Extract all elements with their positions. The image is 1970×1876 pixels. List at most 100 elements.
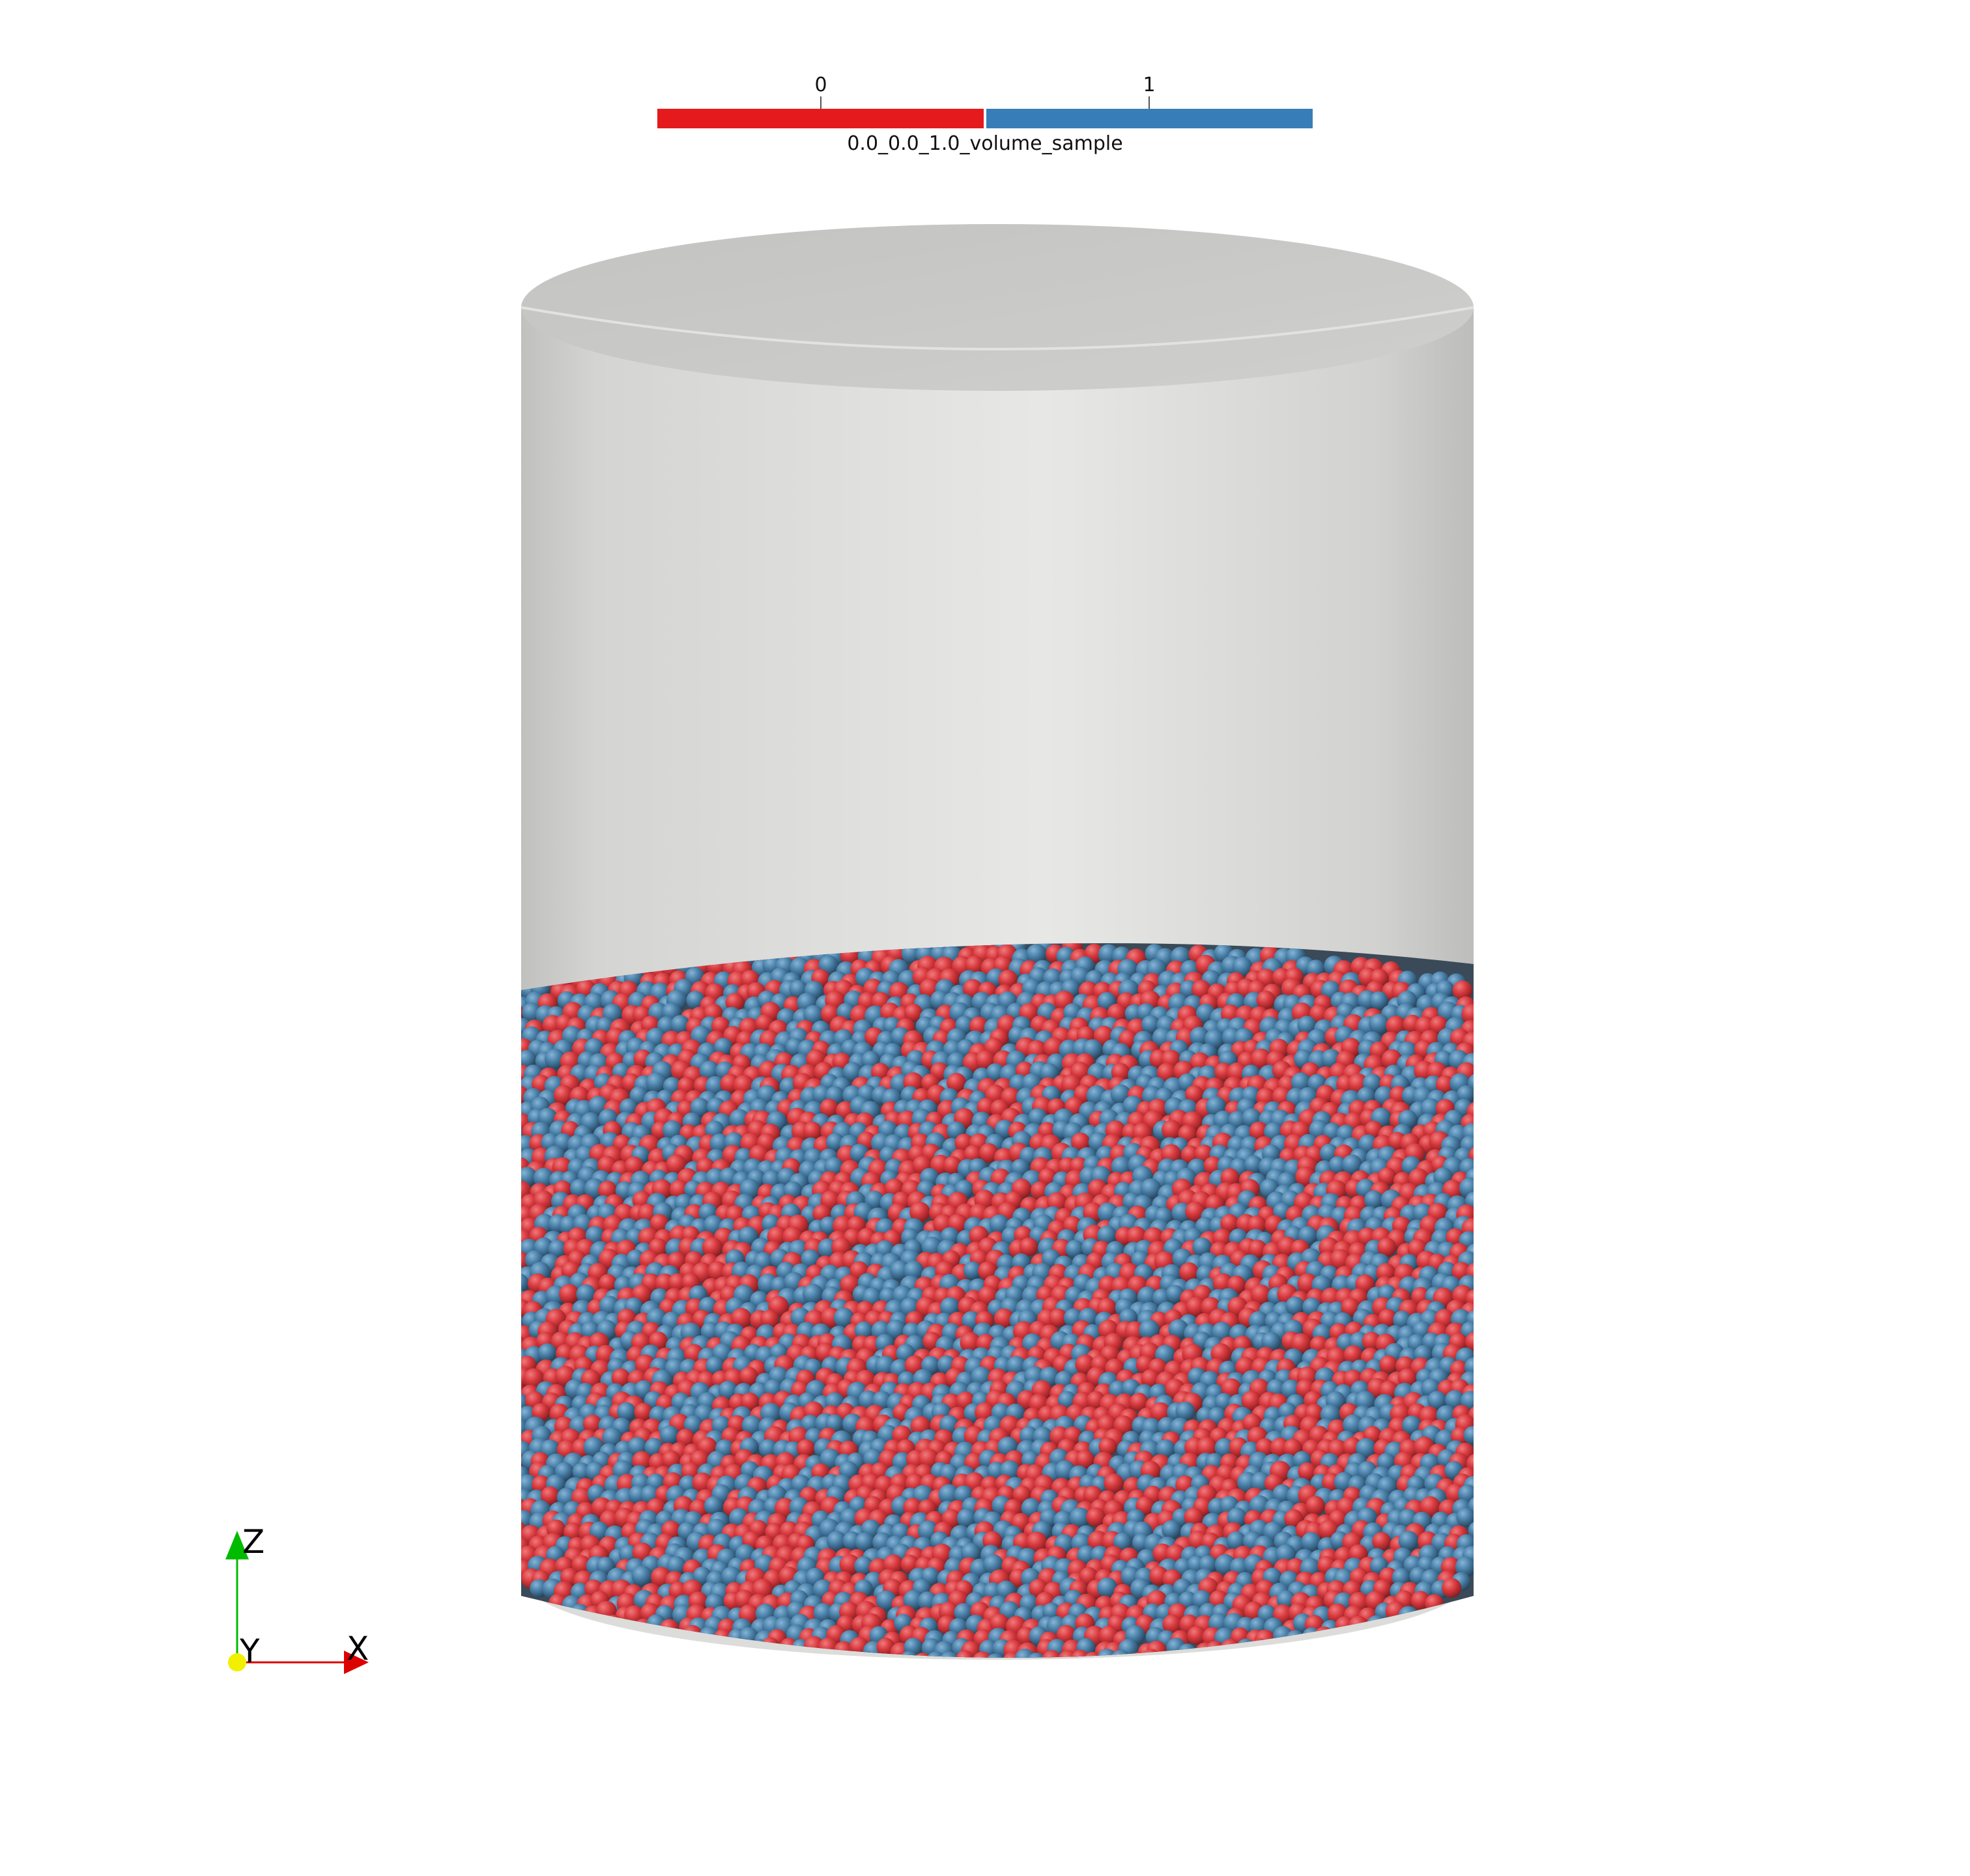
particle: [986, 1063, 1005, 1082]
particle: [1372, 1532, 1391, 1551]
particle: [1248, 1240, 1267, 1258]
particle: [1378, 1167, 1397, 1186]
particle: [1190, 1027, 1210, 1047]
particle: [1179, 1262, 1199, 1282]
particle: [1069, 1507, 1091, 1529]
particle: [521, 1049, 536, 1069]
particle: [1049, 1308, 1068, 1328]
particle: [1261, 1331, 1281, 1352]
particle: [537, 1343, 557, 1362]
particle: [1468, 1073, 1474, 1094]
particle: [1457, 1085, 1474, 1103]
particle: [729, 1109, 750, 1130]
particle: [571, 1555, 592, 1575]
particle: [1342, 1154, 1362, 1175]
particle: [668, 1273, 687, 1292]
particle: [1461, 1004, 1474, 1025]
particle: [521, 1099, 522, 1119]
particle: [644, 1438, 664, 1457]
particle: [938, 1484, 960, 1505]
legend-label-0: 0: [814, 74, 827, 96]
axis-label-z: Z: [242, 1523, 264, 1561]
particle: [1461, 1321, 1474, 1341]
particle: [666, 1154, 687, 1175]
particle: [704, 1496, 723, 1516]
particle: [1227, 1531, 1246, 1551]
particle: [1343, 1414, 1364, 1436]
particle: [1113, 1532, 1132, 1552]
particle: [827, 1531, 847, 1551]
particle: [1162, 1614, 1182, 1634]
particle: [1162, 1520, 1181, 1540]
particle: [1343, 1345, 1363, 1365]
particle: [1408, 1168, 1429, 1189]
particle: [700, 1322, 720, 1341]
particle: [541, 1486, 560, 1505]
particle: [521, 1430, 522, 1450]
particle: [760, 1310, 779, 1329]
particle: [1369, 1014, 1390, 1035]
particle: [956, 1508, 977, 1528]
particle: [1397, 1368, 1417, 1387]
particle: [1250, 1285, 1272, 1305]
particle: [670, 1015, 690, 1034]
particle: [1452, 980, 1473, 1001]
particle: [1186, 1296, 1206, 1317]
particle: [1427, 1391, 1447, 1411]
particle: [582, 1414, 603, 1434]
particle: [1006, 1356, 1027, 1376]
particle: [886, 1320, 906, 1340]
particle: [833, 1307, 854, 1328]
particle: [904, 1004, 923, 1022]
particle: [611, 1368, 631, 1387]
particle: [631, 1565, 653, 1587]
particle: [985, 1653, 1006, 1658]
particle: [1306, 1496, 1325, 1516]
particle: [702, 1237, 723, 1258]
particle: [739, 1367, 758, 1386]
particle: [1076, 1450, 1094, 1469]
particle: [1420, 1496, 1441, 1518]
particle: [993, 1308, 1014, 1329]
particle: [1285, 1296, 1305, 1316]
particle: [1291, 1333, 1311, 1354]
particle: [803, 1005, 823, 1025]
particle: [1096, 1649, 1118, 1658]
particle: [813, 1602, 834, 1623]
particle: [1398, 1531, 1419, 1551]
particle: [1184, 1507, 1204, 1528]
particle: [1056, 1625, 1076, 1645]
particle: [705, 1075, 725, 1096]
particle: [899, 1651, 919, 1658]
particle: [759, 1439, 778, 1458]
axis-y-dot-icon: [228, 1653, 246, 1671]
particle: [1232, 956, 1253, 977]
particle: [1014, 1649, 1035, 1658]
particle: [796, 1439, 815, 1458]
particle: [521, 1027, 524, 1046]
particle: [1301, 1532, 1321, 1552]
particle: [954, 1603, 973, 1622]
particle: [1019, 1237, 1038, 1257]
legend-title: 0.0_0.0_1.0_volume_sample: [847, 132, 1122, 155]
particle: [940, 1297, 960, 1317]
particle: [1377, 1238, 1397, 1257]
particle: [1185, 1201, 1205, 1222]
particle: [521, 1002, 524, 1023]
particle: [572, 1462, 592, 1481]
axis-z-arrow-icon: [225, 1531, 249, 1559]
cylinder-top-opening: [521, 224, 1474, 391]
scalar-bar-legend: 0 1 0.0_0.0_1.0_volume_sample: [657, 74, 1313, 155]
particle: [1098, 1437, 1117, 1456]
particle: [960, 1332, 981, 1354]
particle: [1057, 1391, 1077, 1410]
particle: [1369, 991, 1388, 1010]
particle: [1402, 1415, 1422, 1436]
particle: [1298, 1462, 1317, 1481]
particle: [1097, 1225, 1117, 1245]
particle: [1386, 1016, 1406, 1036]
particle: [1455, 1556, 1474, 1578]
particle: [576, 1284, 596, 1304]
